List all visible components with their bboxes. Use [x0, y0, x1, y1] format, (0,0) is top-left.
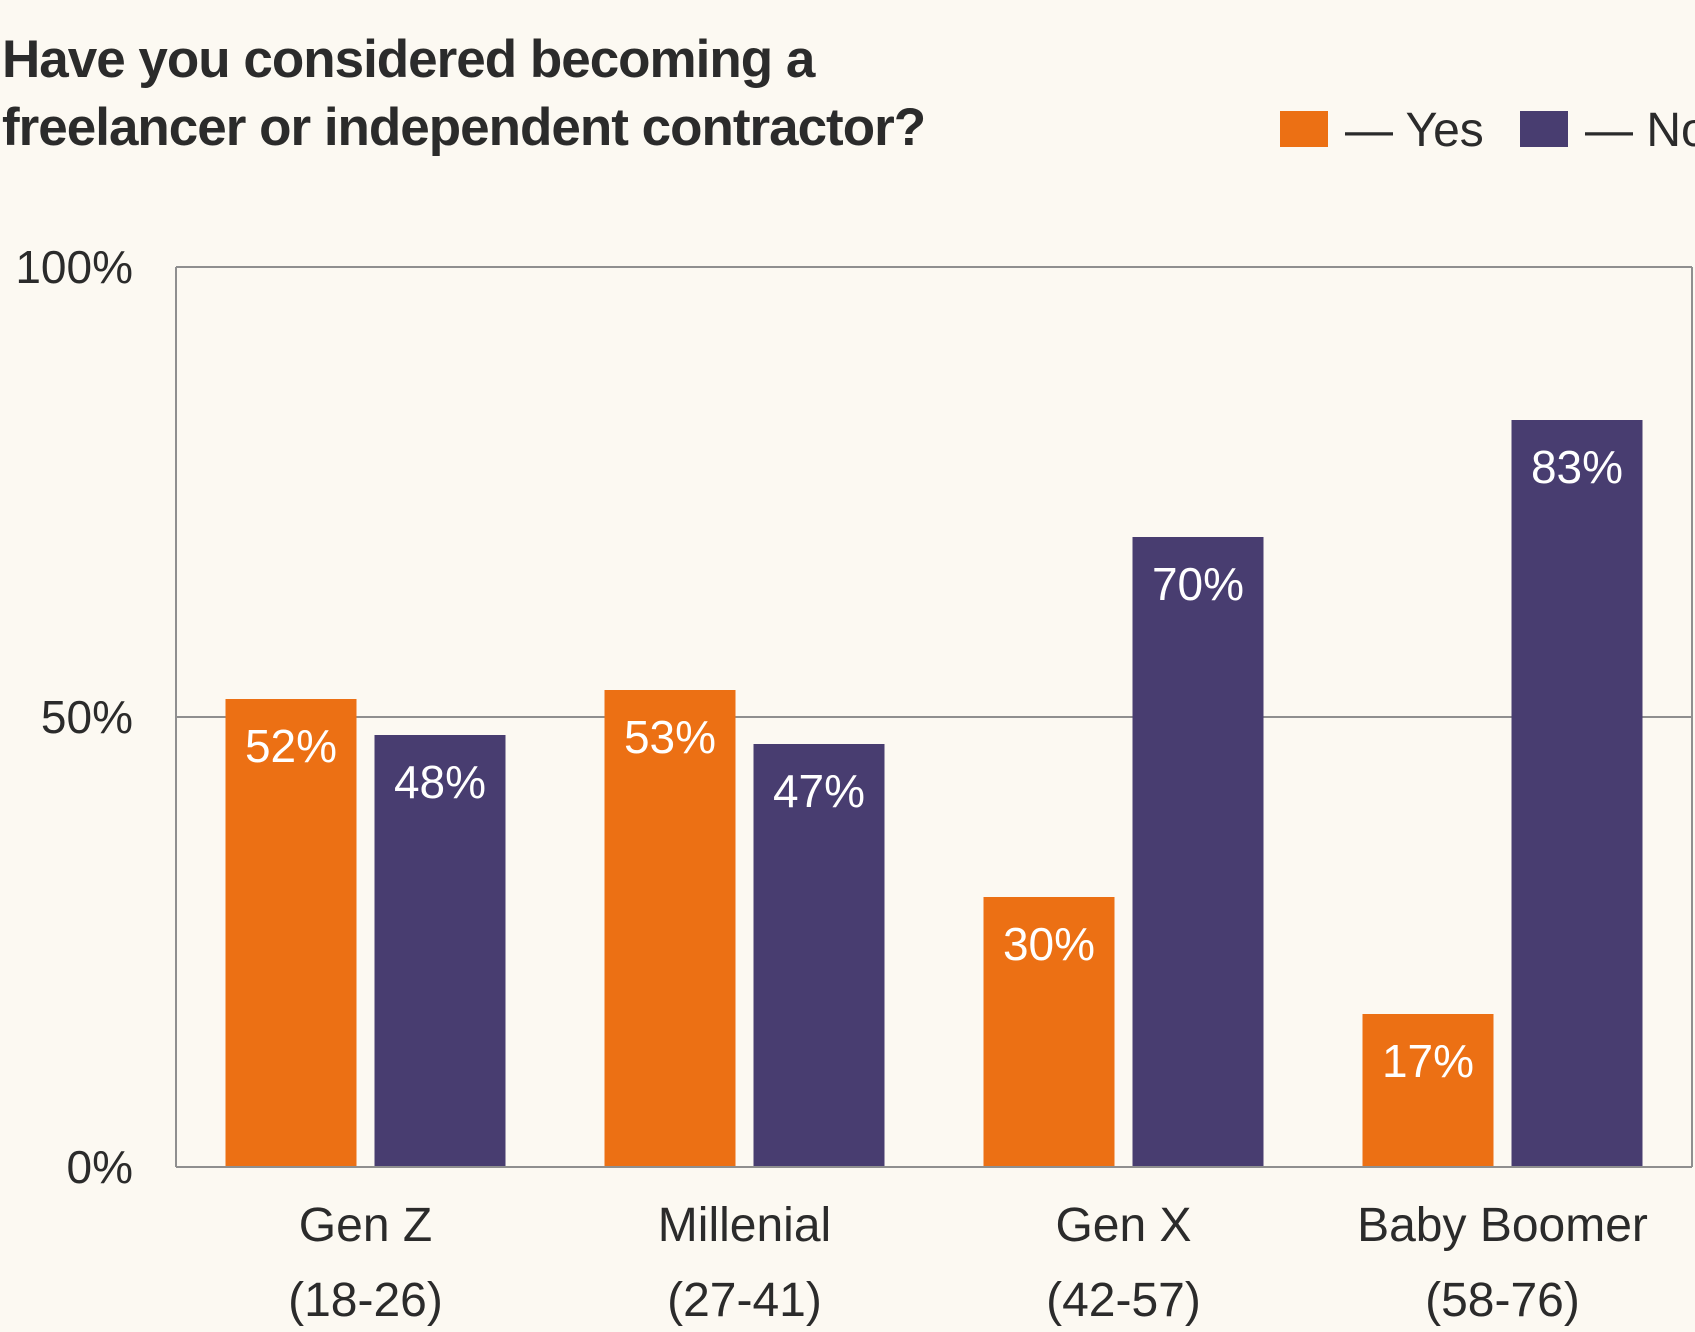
legend-item-no: — No: [1520, 104, 1695, 157]
bar-group: 52% 48%: [225, 699, 506, 1167]
bar-value-label: 53%: [624, 711, 716, 763]
x-category-label: Baby Boomer: [1357, 1199, 1648, 1252]
x-category-label: Gen Z: [299, 1199, 432, 1252]
bar-yes: [225, 699, 357, 1167]
legend-swatch: [1280, 111, 1328, 147]
bar-value-label: 70%: [1152, 558, 1244, 610]
bar-group: 17% 83%: [1362, 420, 1643, 1167]
chart-title-line-1: Have you considered becoming a: [2, 30, 815, 89]
bar-no: [1132, 537, 1264, 1167]
bar-group: 53% 47%: [604, 690, 885, 1167]
chart-title-line-2: freelancer or independent contractor?: [2, 98, 926, 157]
y-tick-label: 100%: [15, 241, 133, 293]
legend-swatch: [1520, 111, 1568, 147]
legend: — Yes — No: [1280, 104, 1695, 157]
bar-no: [374, 735, 506, 1167]
x-category-label: Millenial: [658, 1199, 831, 1252]
bar-value-label: 48%: [394, 756, 486, 808]
bar-yes: [983, 897, 1115, 1167]
x-category-label: Gen X: [1055, 1199, 1191, 1252]
y-axis: 0% 50% 100%: [15, 241, 133, 1193]
bar-value-label: 30%: [1003, 918, 1095, 970]
x-category-range-label: (18-26): [288, 1274, 443, 1327]
bar-yes: [1362, 1014, 1494, 1167]
bar-value-label: 52%: [245, 720, 337, 772]
bar-no: [1511, 420, 1643, 1167]
bar-no: [753, 744, 885, 1167]
legend-label: — Yes: [1345, 104, 1484, 157]
chart-title: Have you considered becoming a freelance…: [2, 26, 926, 162]
bars: 52% 48% 53% 47% 30% 70% 17% 83%: [225, 420, 1643, 1167]
bar-value-label: 17%: [1382, 1035, 1474, 1087]
bar-group: 30% 70%: [983, 537, 1264, 1167]
bar-value-label: 83%: [1531, 441, 1623, 493]
y-tick-label: 0%: [67, 1141, 133, 1193]
x-category-range-label: (58-76): [1425, 1274, 1580, 1327]
x-category-range-label: (42-57): [1046, 1274, 1201, 1327]
bar-yes: [604, 690, 736, 1167]
y-tick-label: 50%: [41, 691, 133, 743]
x-axis: Gen Z (18-26) Millenial (27-41) Gen X (42-57)…: [176, 1166, 1692, 1327]
legend-label: — No: [1585, 104, 1695, 157]
x-category-range-label: (27-41): [667, 1274, 822, 1327]
bar-value-label: 47%: [773, 765, 865, 817]
legend-item-yes: — Yes: [1280, 104, 1484, 157]
